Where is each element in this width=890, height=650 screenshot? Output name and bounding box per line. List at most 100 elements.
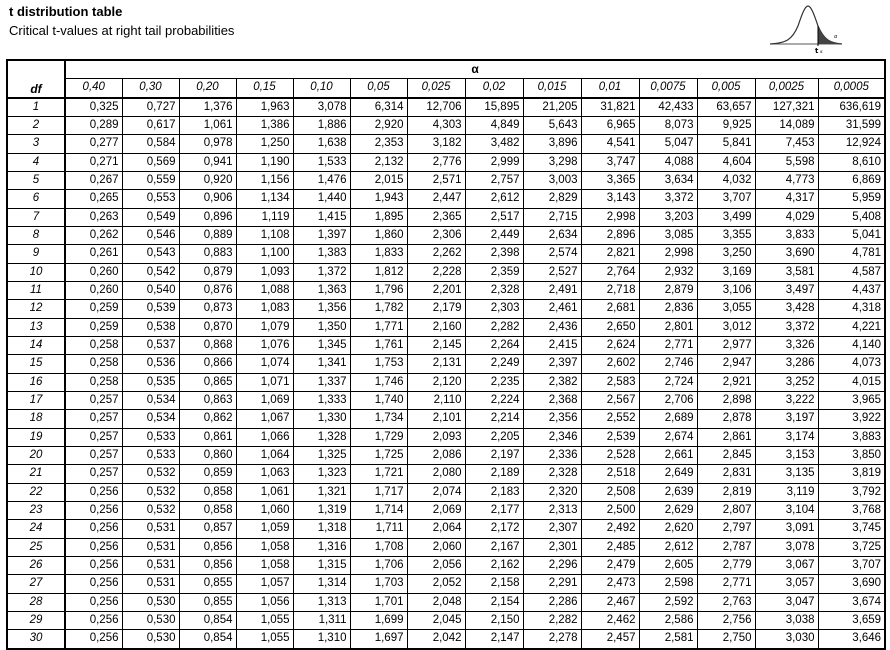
- value-cell: 1,071: [235, 372, 294, 392]
- value-cell: 4,029: [754, 207, 819, 227]
- value-cell: 0,532: [121, 482, 180, 502]
- value-cell: 3,106: [696, 280, 756, 301]
- value-cell: 3,768: [817, 500, 886, 521]
- value-cell: 2,598: [638, 574, 698, 594]
- value-cell: 2,681: [580, 299, 640, 319]
- value-cell: 2,197: [464, 445, 524, 466]
- value-cell: 2,528: [580, 445, 640, 466]
- value-cell: 0,540: [121, 280, 180, 301]
- value-cell: 0,537: [121, 335, 180, 356]
- value-cell: 2,249: [464, 354, 524, 374]
- value-cell: 2,093: [406, 427, 466, 447]
- value-cell: 4,140: [817, 335, 886, 356]
- df-cell: 24: [6, 519, 66, 539]
- value-cell: 1,083: [235, 299, 294, 319]
- value-cell: 2,286: [522, 592, 582, 612]
- value-cell: 2,086: [406, 445, 466, 466]
- value-cell: 2,920: [349, 115, 408, 136]
- value-cell: 2,473: [580, 574, 640, 594]
- value-cell: 1,415: [292, 207, 351, 227]
- value-cell: 2,586: [638, 610, 698, 631]
- value-cell: 3,634: [638, 170, 698, 191]
- value-cell: 2,150: [464, 610, 524, 631]
- value-cell: 2,177: [464, 500, 524, 521]
- df-cell: 9: [6, 244, 66, 264]
- value-cell: 1,190: [235, 152, 294, 172]
- value-cell: 0,531: [121, 519, 180, 539]
- value-cell: 2,201: [406, 280, 466, 301]
- value-cell: 0,584: [121, 134, 180, 154]
- df-cell: 26: [6, 555, 66, 576]
- value-cell: 0,879: [178, 262, 237, 282]
- table-row: 10 0,260 0,542 0,879 1,093 1,372 1,812 2,228 2,3…: [6, 262, 886, 282]
- value-cell: 1,345: [292, 335, 351, 356]
- table-row: 21 0,257 0,532 0,859 1,063 1,323 1,721 2,080 2,1…: [6, 464, 886, 484]
- value-cell: 15,895: [464, 96, 524, 117]
- df-cell: 19: [6, 427, 66, 447]
- value-cell: 0,539: [121, 299, 180, 319]
- value-cell: 0,532: [121, 464, 180, 484]
- value-cell: 0,873: [178, 299, 237, 319]
- value-cell: 3,119: [754, 482, 819, 502]
- value-cell: 1,061: [178, 115, 237, 136]
- value-cell: 1,337: [292, 372, 351, 392]
- value-cell: 2,462: [580, 610, 640, 631]
- value-cell: 2,397: [522, 354, 582, 374]
- table-row: 17 0,257 0,534 0,863 1,069 1,333 1,740 2,110 2,2…: [6, 390, 886, 411]
- value-cell: 4,849: [464, 115, 524, 136]
- value-cell: 0,856: [178, 555, 237, 576]
- value-cell: 0,258: [64, 354, 123, 374]
- value-cell: 2,291: [522, 574, 582, 594]
- value-cell: 3,174: [754, 427, 819, 447]
- value-cell: 0,978: [178, 134, 237, 154]
- value-cell: 3,883: [817, 427, 886, 447]
- value-cell: 1,330: [292, 409, 351, 429]
- value-cell: 2,592: [638, 592, 698, 612]
- value-cell: 1,314: [292, 574, 351, 594]
- value-cell: 2,821: [580, 244, 640, 264]
- value-cell: 1,706: [349, 555, 408, 576]
- value-cell: 3,091: [754, 519, 819, 539]
- value-cell: 3,298: [522, 152, 582, 172]
- value-cell: 0,532: [121, 500, 180, 521]
- value-cell: 1,313: [292, 592, 351, 612]
- value-cell: 2,706: [638, 390, 698, 411]
- value-cell: 2,552: [580, 409, 640, 429]
- t-table: df α 0,40 0,30 0,20 0,15 0,10 0,05 0,025 0,02 0,01…: [6, 59, 887, 650]
- table-row: 4 0,271 0,569 0,941 1,190 1,533 2,132 2,776 2,99…: [6, 152, 886, 172]
- value-cell: 2,045: [406, 610, 466, 631]
- value-cell: 2,167: [464, 537, 524, 557]
- value-cell: 2,436: [522, 317, 582, 337]
- value-cell: 2,120: [406, 372, 466, 392]
- value-cell: 3,286: [754, 354, 819, 374]
- value-cell: 3,747: [580, 152, 640, 172]
- value-cell: 0,531: [121, 574, 180, 594]
- value-cell: 12,924: [817, 134, 886, 154]
- value-cell: 2,301: [522, 537, 582, 557]
- value-cell: 0,860: [178, 445, 237, 466]
- value-cell: 3,499: [696, 207, 756, 227]
- value-cell: 2,861: [696, 427, 756, 447]
- alpha-value-header: 0,20: [178, 78, 237, 99]
- value-cell: 2,172: [464, 519, 524, 539]
- value-cell: 0,868: [178, 335, 237, 356]
- value-cell: 1,074: [235, 354, 294, 374]
- value-cell: 0,325: [64, 96, 123, 117]
- value-cell: 1,316: [292, 537, 351, 557]
- value-cell: 1,886: [292, 115, 351, 136]
- value-cell: 5,598: [754, 152, 819, 172]
- value-cell: 4,032: [696, 170, 756, 191]
- value-cell: 3,792: [817, 482, 886, 502]
- value-cell: 1,063: [235, 464, 294, 484]
- t-distribution-curve-icon: t α α: [769, 5, 843, 54]
- value-cell: 4,604: [696, 152, 756, 172]
- value-cell: 2,132: [349, 152, 408, 172]
- df-cell: 14: [6, 335, 66, 356]
- value-cell: 1,093: [235, 262, 294, 282]
- value-cell: 3,078: [292, 96, 351, 117]
- df-cell: 15: [6, 354, 66, 374]
- value-cell: 3,055: [696, 299, 756, 319]
- value-cell: 0,896: [178, 207, 237, 227]
- value-cell: 1,250: [235, 134, 294, 154]
- alpha-value-header: 0,015: [522, 78, 582, 99]
